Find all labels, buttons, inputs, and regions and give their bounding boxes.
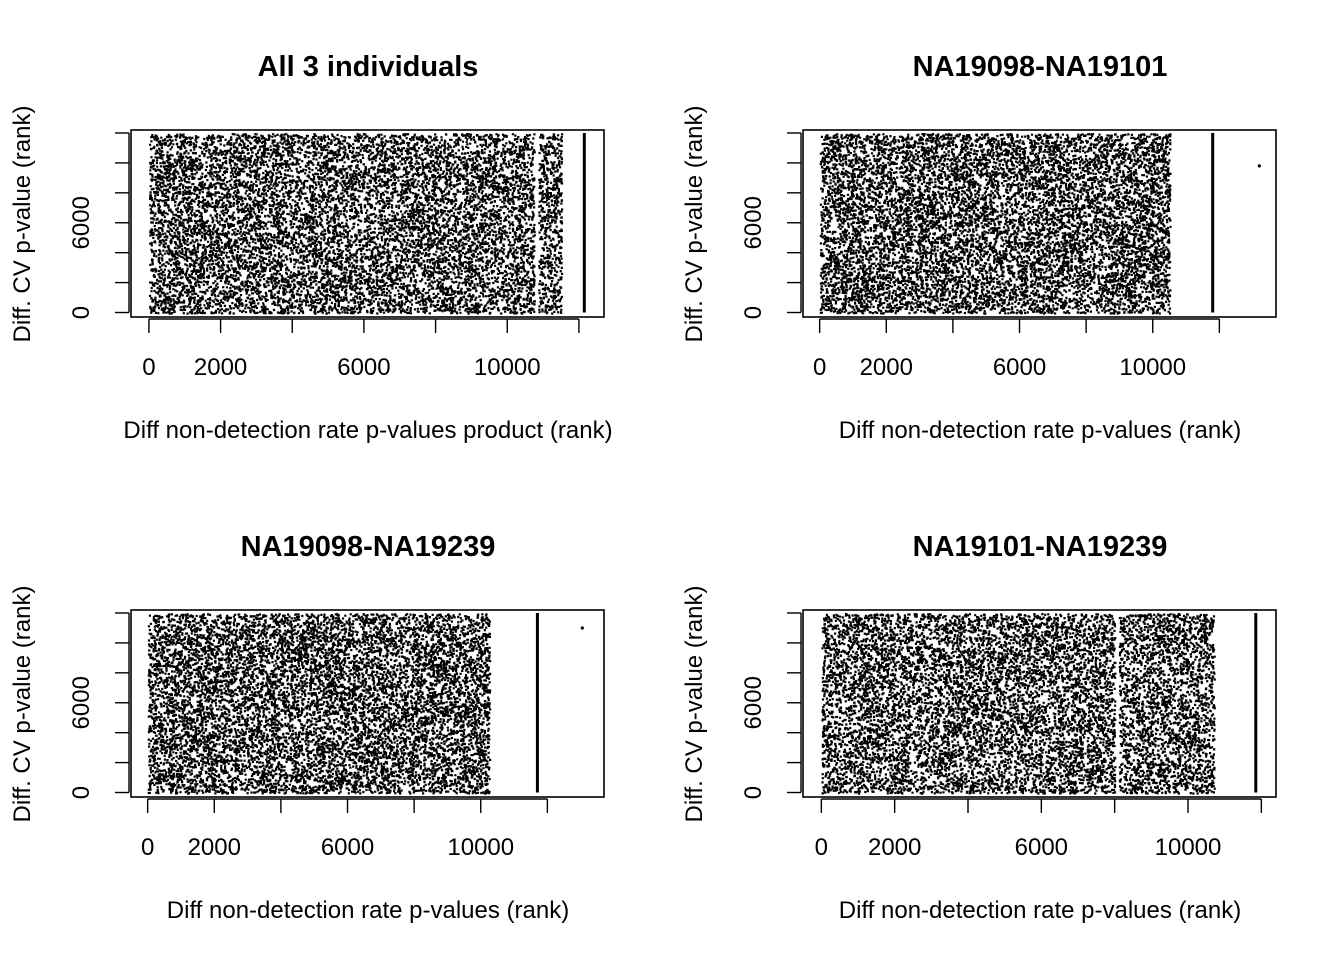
x-tick-label: 10000	[1155, 834, 1222, 861]
x-tick-label: 2000	[860, 354, 913, 381]
y-tick-label: 6000	[68, 676, 95, 729]
x-tick-label: 0	[142, 354, 155, 381]
tied-rank-column	[535, 613, 539, 793]
y-tick-label: 0	[740, 786, 767, 799]
x-tick-label: 2000	[188, 834, 241, 861]
scatter-points	[821, 613, 1216, 795]
y-tick-label: 0	[740, 306, 767, 319]
plot-frame	[802, 129, 1277, 318]
x-tick-label: 0	[141, 834, 154, 861]
x-axis-label: Diff non-detection rate p-values (rank)	[839, 897, 1241, 924]
y-tick-label: 6000	[740, 196, 767, 249]
x-axis-label: Diff non-detection rate p-values (rank)	[167, 897, 569, 924]
isolated-point	[580, 626, 584, 630]
x-tick-label: 10000	[474, 354, 541, 381]
y-tick-label: 6000	[740, 676, 767, 729]
tied-rank-column	[1211, 133, 1215, 313]
scatter-points	[819, 133, 1172, 315]
x-tick-label: 6000	[321, 834, 374, 861]
y-axis-label: Diff. CV p-value (rank)	[9, 106, 36, 343]
y-tick-label: 0	[68, 786, 95, 799]
chart-title: NA19098-NA19239	[241, 531, 496, 563]
y-tick-label: 6000	[68, 196, 95, 249]
panel-na19101-na19239: NA19101-NA19239 Diff non-detection rate …	[681, 531, 1277, 924]
chart-title: All 3 individuals	[258, 51, 479, 83]
chart-title: NA19098-NA19101	[913, 51, 1168, 83]
y-axis-label: Diff. CV p-value (rank)	[681, 106, 708, 343]
plot-frame	[802, 609, 1277, 798]
y-axis-label: Diff. CV p-value (rank)	[681, 586, 708, 823]
isolated-point	[1257, 164, 1261, 168]
y-tick-label: 0	[68, 306, 95, 319]
x-axis-label: Diff non-detection rate p-values (rank)	[839, 417, 1241, 444]
chart-title: NA19101-NA19239	[913, 531, 1168, 563]
panel-na19098-na19101: NA19098-NA19101 Diff non-detection rate …	[681, 51, 1277, 444]
x-tick-label: 0	[815, 834, 828, 861]
tied-rank-column	[1254, 613, 1258, 793]
plot-frame	[130, 609, 605, 798]
x-tick-label: 10000	[1119, 354, 1186, 381]
x-tick-label: 10000	[447, 834, 514, 861]
x-tick-label: 2000	[194, 354, 247, 381]
panel-all-3-individuals: All 3 individuals Diff non-detection rat…	[9, 51, 613, 444]
x-tick-label: 6000	[993, 354, 1046, 381]
plot-frame	[130, 129, 605, 318]
panel-na19098-na19239: NA19098-NA19239 Diff non-detection rate …	[9, 531, 605, 924]
x-axis-label: Diff non-detection rate p-values product…	[123, 417, 612, 444]
x-tick-label: 6000	[337, 354, 390, 381]
scatter-points	[149, 133, 564, 315]
tied-rank-column	[582, 133, 586, 313]
x-tick-label: 2000	[868, 834, 921, 861]
y-axis-label: Diff. CV p-value (rank)	[9, 586, 36, 823]
scatter-points	[147, 613, 492, 795]
x-tick-label: 0	[813, 354, 826, 381]
x-tick-label: 6000	[1015, 834, 1068, 861]
